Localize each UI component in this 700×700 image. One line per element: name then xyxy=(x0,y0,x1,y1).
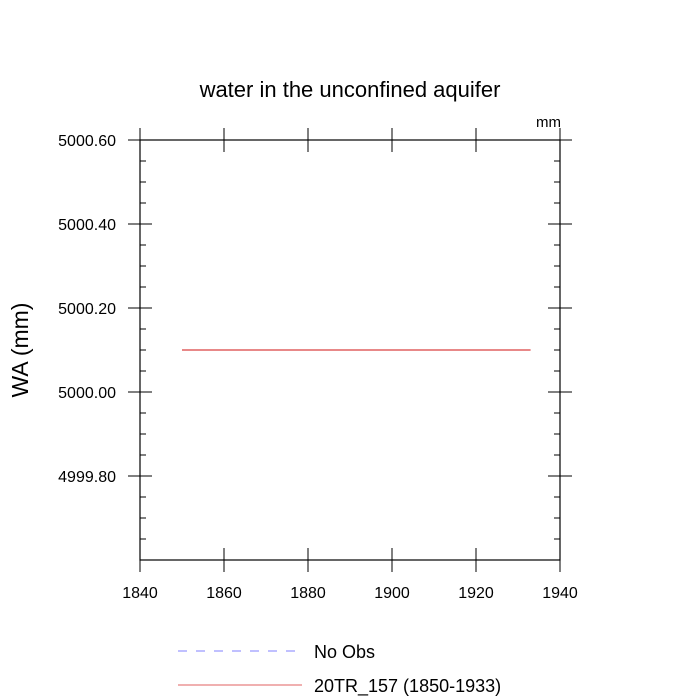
y-tick-label: 5000.40 xyxy=(58,217,116,234)
x-tick-label: 1840 xyxy=(122,585,158,602)
x-tick-label: 1900 xyxy=(374,585,410,602)
units-label: mm xyxy=(536,114,561,131)
legend-label: No Obs xyxy=(314,642,375,662)
legend-label: 20TR_157 (1850-1933) xyxy=(314,676,501,697)
x-tick-label: 1880 xyxy=(290,585,326,602)
y-tick-label: 4999.80 xyxy=(58,469,116,486)
legend: No Obs 20TR_157 (1850-1933) xyxy=(178,642,501,697)
axis-tick-labels: 1840 1860 1880 1900 1920 1940 4999.80 5000.00 50… xyxy=(58,133,578,602)
x-tick-label: 1920 xyxy=(458,585,494,602)
axis-ticks xyxy=(128,128,572,572)
y-tick-label: 5000.20 xyxy=(58,301,116,318)
y-tick-label: 5000.60 xyxy=(58,133,116,150)
x-tick-label: 1860 xyxy=(206,585,242,602)
y-tick-label: 5000.00 xyxy=(58,385,116,402)
y-axis-label: WA (mm) xyxy=(7,303,33,398)
chart-title: water in the unconfined aquifer xyxy=(199,77,501,102)
x-tick-label: 1940 xyxy=(542,585,578,602)
